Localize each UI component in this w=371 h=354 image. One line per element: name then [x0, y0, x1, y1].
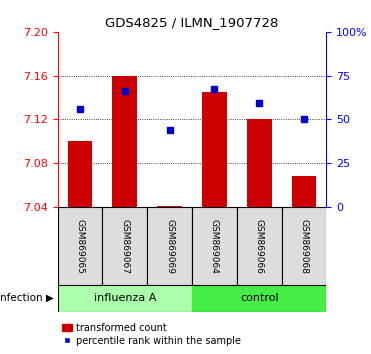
Bar [292, 176, 316, 207]
Text: infection ▶: infection ▶ [0, 293, 54, 303]
Bar [237, 207, 282, 285]
Bar [147, 207, 192, 285]
Bar [102, 207, 147, 285]
Bar [112, 76, 137, 207]
Text: GSM869067: GSM869067 [120, 218, 129, 274]
Bar [247, 120, 272, 207]
Text: influenza A: influenza A [93, 293, 156, 303]
Title: GDS4825 / ILMN_1907728: GDS4825 / ILMN_1907728 [105, 16, 279, 29]
Bar [202, 92, 227, 207]
Text: control: control [240, 293, 279, 303]
Text: GSM869068: GSM869068 [299, 218, 309, 274]
Legend: transformed count, percentile rank within the sample: transformed count, percentile rank withi… [62, 323, 241, 346]
Text: GSM869065: GSM869065 [75, 218, 85, 274]
Text: GSM869066: GSM869066 [255, 218, 264, 274]
Bar [58, 285, 192, 312]
Bar [192, 207, 237, 285]
Bar [157, 206, 182, 207]
Bar [58, 207, 102, 285]
Bar [68, 141, 92, 207]
Bar [282, 207, 326, 285]
Bar [192, 285, 326, 312]
Text: GSM869069: GSM869069 [165, 218, 174, 274]
Text: GSM869064: GSM869064 [210, 218, 219, 274]
